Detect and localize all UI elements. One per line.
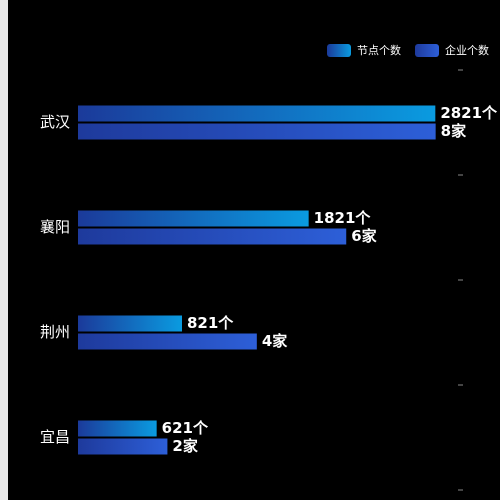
bar bbox=[78, 105, 436, 122]
bar bbox=[78, 333, 257, 350]
value-label: 2家 bbox=[172, 437, 197, 455]
value-label: 1821个 bbox=[314, 209, 372, 227]
bar bbox=[78, 438, 168, 455]
legend-label: 节点个数 bbox=[357, 44, 401, 57]
legend-label: 企业个数 bbox=[445, 43, 489, 57]
legend-swatch bbox=[327, 44, 351, 57]
category-label: 襄阳 bbox=[40, 218, 70, 236]
value-label: 8家 bbox=[441, 122, 466, 140]
bar bbox=[78, 228, 347, 245]
category-label: 武汉 bbox=[40, 113, 70, 131]
bar bbox=[78, 210, 309, 227]
category-label: 荆州 bbox=[40, 323, 70, 341]
value-label: 621个 bbox=[162, 419, 209, 437]
bar bbox=[78, 123, 436, 140]
value-label: 821个 bbox=[187, 314, 234, 332]
left-strip bbox=[0, 0, 8, 500]
bar bbox=[78, 315, 182, 332]
legend-swatch bbox=[415, 44, 439, 57]
value-label: 6家 bbox=[351, 227, 376, 245]
category-label: 宜昌 bbox=[40, 428, 70, 446]
value-label: 2821个 bbox=[440, 104, 498, 122]
value-label: 4家 bbox=[262, 332, 287, 350]
bar bbox=[78, 420, 157, 437]
